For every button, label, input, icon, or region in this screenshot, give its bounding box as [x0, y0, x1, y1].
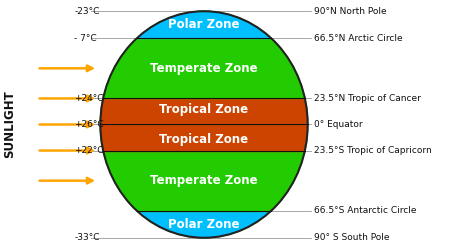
Text: +24°C: +24°C [74, 94, 104, 103]
Text: 23.5°N Tropic of Cancer: 23.5°N Tropic of Cancer [314, 94, 421, 103]
Text: Temperate Zone: Temperate Zone [150, 62, 258, 75]
Text: Temperate Zone: Temperate Zone [150, 174, 258, 187]
Ellipse shape [100, 11, 308, 238]
Text: 90°N North Pole: 90°N North Pole [314, 7, 386, 16]
Text: +22°C: +22°C [74, 146, 104, 155]
Text: 23.5°S Tropic of Capricorn: 23.5°S Tropic of Capricorn [314, 146, 431, 155]
Text: Tropical Zone: Tropical Zone [159, 103, 248, 116]
Text: 0° Equator: 0° Equator [314, 120, 363, 129]
Text: 66.5°N Arctic Circle: 66.5°N Arctic Circle [314, 34, 402, 43]
Bar [91, 38, 317, 98]
Text: Polar Zone: Polar Zone [168, 218, 240, 231]
Text: -33°C: -33°C [74, 233, 100, 242]
Text: Polar Zone: Polar Zone [168, 18, 240, 31]
Text: 66.5°S Antarctic Circle: 66.5°S Antarctic Circle [314, 206, 416, 215]
Text: Tropical Zone: Tropical Zone [159, 133, 248, 146]
Text: 90° S South Pole: 90° S South Pole [314, 233, 389, 242]
Text: - 7°C: - 7°C [74, 34, 97, 43]
Bar [91, 11, 317, 38]
Bar [91, 211, 317, 238]
Text: SUNLIGHT: SUNLIGHT [3, 91, 17, 158]
Text: +26°C: +26°C [74, 120, 104, 129]
Bar [91, 98, 317, 151]
Bar [91, 151, 317, 211]
Text: -23°C: -23°C [74, 7, 100, 16]
